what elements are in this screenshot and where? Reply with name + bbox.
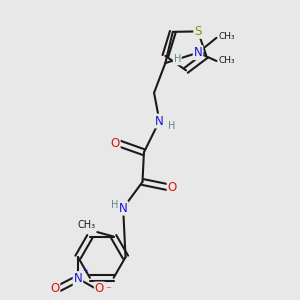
Text: N: N bbox=[74, 272, 82, 285]
Text: ⁻: ⁻ bbox=[105, 285, 111, 296]
Text: O: O bbox=[110, 137, 120, 150]
Text: S: S bbox=[194, 25, 202, 38]
Text: +: + bbox=[83, 268, 88, 274]
Text: N: N bbox=[155, 115, 164, 128]
Text: O: O bbox=[95, 283, 104, 296]
Text: CH₃: CH₃ bbox=[219, 56, 236, 64]
Text: CH₃: CH₃ bbox=[219, 32, 236, 41]
Text: O: O bbox=[168, 181, 177, 194]
Text: H: H bbox=[174, 55, 181, 64]
Text: O: O bbox=[50, 283, 59, 296]
Text: CH₃: CH₃ bbox=[77, 220, 95, 230]
Text: N: N bbox=[194, 46, 203, 59]
Text: H: H bbox=[111, 200, 118, 209]
Text: H: H bbox=[168, 121, 175, 131]
Text: N: N bbox=[119, 202, 128, 214]
